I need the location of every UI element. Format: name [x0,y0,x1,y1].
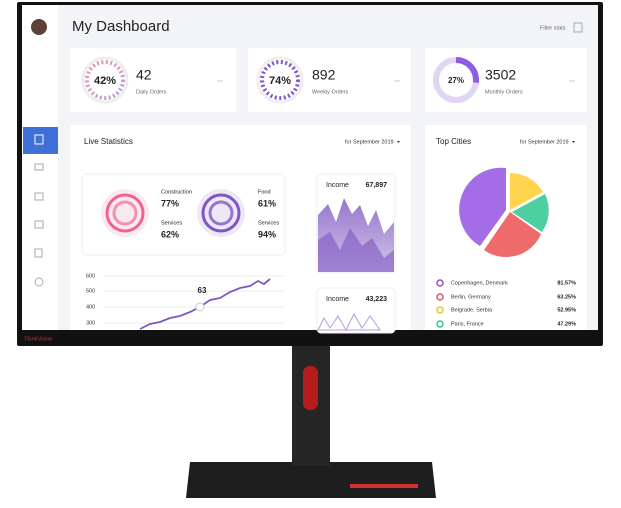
legend-ring [436,279,444,287]
ring [433,57,479,103]
dropdown-caret [572,141,575,143]
donut [112,200,138,226]
income-value: 43,223 [366,296,388,303]
ring-bg [256,56,304,104]
nav-icon[interactable] [34,248,43,258]
donut [201,193,241,233]
nav-icon[interactable] [34,163,44,171]
stat-label: Weekly Orders [312,89,349,95]
stat-value: 892 [312,67,336,83]
trend-line [139,278,271,330]
dropdown-caret [397,141,400,143]
stand-base [186,462,436,498]
income-label: Income [326,182,349,189]
pie-slice [459,167,506,246]
filter-icon[interactable] [573,22,583,33]
y-tick-label: 300 [86,320,95,326]
category-name: Services [258,220,279,226]
period-select[interactable]: for September 2019 [345,139,394,145]
city-name: Paris, France [451,321,484,327]
category-value: 77% [161,198,179,208]
ring [85,60,125,100]
line-grid [104,275,285,324]
brand-logo: ThinkVision [24,336,52,342]
y-tick-label: 600 [86,273,95,279]
point-annotation: 63 [198,286,207,295]
city-name: Belgrade, Serbia [451,307,493,313]
nav-icon[interactable] [34,192,44,201]
category-value: 62% [161,229,179,239]
nav-icon[interactable] [34,277,44,287]
donut [208,200,234,226]
ring-label: 42% [94,75,116,87]
donut [105,193,145,233]
ring-label: 74% [269,75,291,87]
city-value: 47.29% [557,321,576,327]
cable-slot [303,366,318,410]
stat-value: 3502 [485,67,516,83]
stat-value: 42 [136,67,152,83]
stat-cards: 42% 74% 27% 42 892 3502 Daily Orders Wee… [70,48,587,112]
category-name: Food [258,189,271,195]
income-line [317,312,381,332]
pie-slice [512,194,549,232]
income-area [318,228,394,272]
nav-active[interactable] [23,127,58,154]
ring [260,60,300,100]
sidebar [22,5,58,330]
category-value: 94% [258,229,276,239]
period-select[interactable]: for September 2019 [520,139,569,145]
city-name: Berlin, Germany [451,294,491,300]
legend-ring [436,320,444,328]
card-title: Live Statistics [84,137,133,146]
card-title: Top Cities [436,137,471,146]
pie-slice [484,212,541,258]
pie [459,167,549,258]
category-name: Construction [161,189,192,195]
pie-slice [510,172,543,210]
income-value: 67,897 [366,182,388,189]
city-value: 63.25% [557,294,576,300]
nav-icon[interactable] [34,220,44,229]
city-list: Copenhagen, Denmark Berlin, Germany Belg… [436,279,576,328]
ring-label: 27% [448,76,464,85]
city-name: Copenhagen, Denmark [451,280,508,286]
stat-label: Monthly Orders [485,89,523,95]
income-label: Income [326,296,349,303]
y-tick-label: 500 [86,288,95,294]
avatar [31,19,47,35]
ring-bg [81,56,129,104]
base-accent [350,484,418,488]
category-value: 61% [258,198,276,208]
stat-label: Daily Orders [136,89,167,95]
y-tick-label: 400 [86,304,95,310]
income-card [316,287,396,334]
city-value: 52.95% [557,307,576,313]
point-marker [195,302,205,312]
category-name: Services [161,220,182,226]
legend-ring [436,306,444,314]
page-title: My Dashboard [72,18,170,35]
nav-icon[interactable] [34,134,44,145]
city-value: 81.57% [557,280,576,286]
legend-ring [436,293,444,301]
filter-button[interactable]: Filter stats [540,25,566,31]
